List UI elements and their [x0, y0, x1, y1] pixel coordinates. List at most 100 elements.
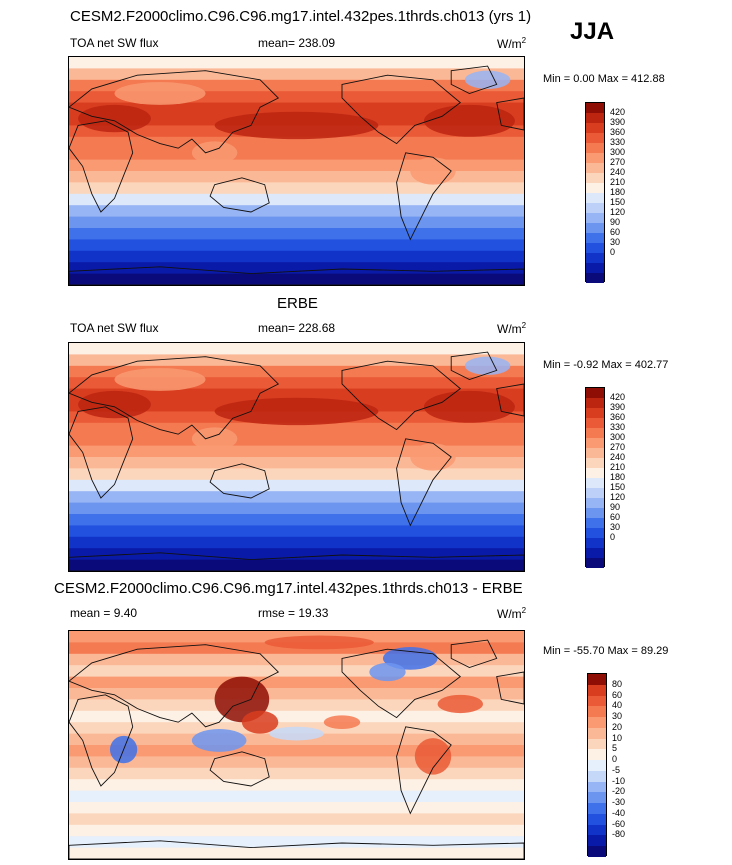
colorbar-tick-label: 30: [610, 237, 621, 247]
colorbar-tick-label: 150: [610, 482, 626, 492]
colorbar-tick-label: 390: [610, 117, 626, 127]
colorbar-tick-label: 60: [610, 227, 621, 237]
colorbar-tick-label: 420: [610, 392, 626, 402]
colorbar-tick-label: -10: [612, 775, 626, 786]
colorbar-tick-label: 90: [610, 217, 621, 227]
colorbar-tick-label: -30: [612, 797, 626, 808]
colorbar-swatch: [588, 717, 606, 728]
colorbar-tick-label: 300: [610, 147, 626, 157]
colorbar-swatch: [586, 448, 604, 458]
colorbar-tick-label: 5: [612, 743, 618, 754]
map-field: [69, 57, 524, 285]
colorbar-swatch: [586, 498, 604, 508]
colorbar-tick-label: -40: [612, 807, 626, 818]
panel3-units: W/m2: [497, 606, 527, 621]
colorbar-tick-label: 30: [612, 711, 623, 722]
colorbar-swatch: [588, 738, 606, 750]
colorbar-tick-label: -5: [612, 764, 621, 775]
colorbar-swatch: [588, 835, 606, 846]
colorbar-swatch: [586, 113, 604, 123]
panel2-variable: TOA net SW flux: [70, 321, 159, 335]
colorbar-swatch: [586, 233, 604, 243]
panel2-map: [68, 342, 525, 572]
colorbar-tick-label: 120: [610, 207, 626, 217]
colorbar-swatch: [586, 438, 604, 448]
map-field: [69, 631, 524, 859]
colorbar-tick-label: 360: [610, 412, 626, 422]
colorbar-tick-label: 150: [610, 197, 626, 207]
colorbar-swatch: [588, 706, 606, 717]
colorbar-swatch: [586, 203, 604, 213]
colorbar-swatch: [588, 749, 606, 760]
colorbar-swatch: [586, 183, 604, 193]
colorbar-tick-label: 330: [610, 422, 626, 432]
colorbar-swatch: [588, 684, 606, 696]
colorbar-swatch: [586, 508, 604, 518]
colorbar-tick-label: 60: [610, 512, 621, 522]
colorbar-swatch: [586, 478, 604, 488]
panel2-title: ERBE: [277, 295, 318, 312]
colorbar-swatch: [586, 528, 604, 538]
colorbar-tick-label: 90: [610, 502, 621, 512]
colorbar-swatch: [588, 792, 606, 803]
panel1-title: CESM2.F2000climo.C96.C96.mg17.intel.432p…: [70, 8, 532, 25]
colorbar-tick-label: 330: [610, 137, 626, 147]
colorbar-swatch: [586, 538, 604, 548]
panel1-minmax: Min = 0.00 Max = 412.88: [543, 73, 665, 85]
colorbar-tick-label: 390: [610, 402, 626, 412]
panel3-map: [68, 630, 525, 860]
colorbar-tick-label: 180: [610, 472, 626, 482]
panel1-units: W/m2: [497, 36, 527, 51]
colorbar-tick-label: 30: [610, 522, 621, 532]
colorbar-swatch: [586, 518, 604, 528]
colorbar-tick-label: -60: [612, 818, 626, 829]
colorbar-swatch: [588, 770, 606, 782]
colorbar-tick-label: 270: [610, 157, 626, 167]
colorbar-tick-label: -80: [612, 829, 626, 840]
colorbar-swatch: [586, 193, 604, 203]
colorbar-tick-label: 240: [610, 167, 626, 177]
colorbar-swatch: [586, 548, 604, 558]
colorbar-tick-label: 10: [612, 732, 623, 743]
panel1-colorbar: [585, 102, 605, 283]
panel1-map: [68, 56, 525, 286]
colorbar-swatch: [586, 428, 604, 438]
colorbar-swatch: [588, 727, 606, 739]
colorbar-tick-label: 180: [610, 187, 626, 197]
colorbar-swatch: [586, 458, 604, 468]
colorbar-swatch: [586, 558, 604, 568]
colorbar-tick-label: 20: [612, 721, 623, 732]
colorbar-tick-label: 40: [612, 700, 623, 711]
colorbar-swatch: [588, 824, 606, 836]
colorbar-swatch: [586, 388, 604, 398]
colorbar-swatch: [586, 243, 604, 253]
colorbar-swatch: [586, 223, 604, 233]
panel2-mean: mean= 228.68: [258, 321, 336, 335]
panel3-title: CESM2.F2000climo.C96.C96.mg17.intel.432p…: [54, 580, 523, 597]
colorbar-swatch: [586, 153, 604, 163]
panel3-rmse: rmse = 19.33: [258, 606, 329, 620]
colorbar-swatch: [586, 488, 604, 498]
colorbar-swatch: [586, 253, 604, 263]
colorbar-swatch: [586, 103, 604, 113]
colorbar-tick-label: 0: [610, 247, 616, 257]
colorbar-swatch: [586, 133, 604, 143]
colorbar-tick-label: 300: [610, 432, 626, 442]
colorbar-tick-label: -20: [612, 786, 626, 797]
panel2-minmax: Min = -0.92 Max = 402.77: [543, 359, 669, 371]
panel2-units: W/m2: [497, 321, 527, 336]
panel2-colorbar: [585, 387, 605, 568]
colorbar-tick-label: 0: [610, 532, 616, 542]
colorbar-tick-label: 210: [610, 462, 626, 472]
colorbar-swatch: [586, 213, 604, 223]
colorbar-swatch: [588, 695, 606, 707]
colorbar-swatch: [586, 123, 604, 133]
colorbar-swatch: [588, 674, 606, 685]
colorbar-tick-label: 240: [610, 452, 626, 462]
colorbar-swatch: [586, 173, 604, 183]
colorbar-swatch: [586, 398, 604, 408]
colorbar-tick-label: 210: [610, 177, 626, 187]
colorbar-tick-label: 420: [610, 107, 626, 117]
panel1-variable: TOA net SW flux: [70, 36, 159, 50]
colorbar-swatch: [588, 846, 606, 857]
